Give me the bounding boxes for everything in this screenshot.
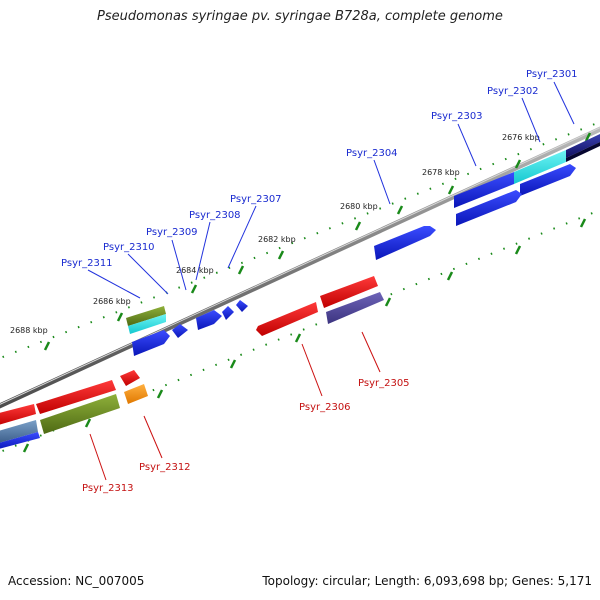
tick-label: 2688 kbp	[10, 326, 48, 335]
gene-Psyr_2308[interactable]	[222, 306, 234, 320]
gene-label-Psyr_2304[interactable]: Psyr_2304	[346, 148, 398, 159]
gene-Psyr_2306[interactable]	[256, 302, 318, 336]
gene-label-Psyr_2311[interactable]: Psyr_2311	[61, 258, 113, 269]
backbone	[0, 126, 600, 409]
gene-Psyr_2309[interactable]	[196, 310, 222, 330]
gene-label-Psyr_2306[interactable]: Psyr_2306	[299, 402, 351, 413]
tick-label: 2686 kbp	[93, 297, 131, 306]
major-ticks-lower	[22, 218, 587, 453]
leader-lines-forward	[87, 81, 575, 299]
gene-label-Psyr_2309[interactable]: Psyr_2309	[146, 227, 198, 238]
gene-Psyr_2311[interactable]	[126, 306, 170, 356]
gene-Psyr_2313[interactable]	[0, 380, 120, 450]
gene-Psyr_2305[interactable]	[320, 276, 384, 324]
gene-Psyr_2310[interactable]	[172, 324, 188, 338]
tick-track-upper	[0, 121, 600, 360]
tick-label: 2684 kbp	[176, 266, 214, 275]
gene-Psyr_2301[interactable]	[566, 134, 600, 162]
gene-label-Psyr_2307[interactable]: Psyr_2307	[230, 194, 282, 205]
gene-Psyr_2304[interactable]	[374, 226, 436, 260]
gene-Psyr_2303[interactable]	[454, 164, 576, 226]
tick-label: 2676 kbp	[502, 133, 540, 142]
gene-label-Psyr_2303[interactable]: Psyr_2303	[431, 111, 483, 122]
gene-Psyr_2312[interactable]	[120, 370, 148, 404]
gene-label-Psyr_2308[interactable]: Psyr_2308	[189, 210, 241, 221]
gene-label-Psyr_2312[interactable]: Psyr_2312	[139, 462, 191, 473]
gene-Psyr_2302[interactable]	[514, 150, 566, 184]
gene-label-Psyr_2305[interactable]: Psyr_2305	[358, 378, 410, 389]
gene-label-Psyr_2310[interactable]: Psyr_2310	[103, 242, 155, 253]
leader-lines-reverse	[89, 331, 381, 481]
tick-label: 2682 kbp	[258, 235, 296, 244]
accession-text: Accession: NC_007005	[8, 574, 145, 588]
gene-label-Psyr_2301[interactable]: Psyr_2301	[526, 69, 578, 80]
tick-label: 2680 kbp	[340, 202, 378, 211]
gene-label-Psyr_2302[interactable]: Psyr_2302	[487, 86, 539, 97]
tick-label: 2678 kbp	[422, 168, 460, 177]
genome-summary-text: Topology: circular; Length: 6,093,698 bp…	[262, 574, 592, 588]
gene-label-Psyr_2313[interactable]: Psyr_2313	[82, 483, 134, 494]
major-ticks-upper	[43, 132, 592, 351]
map-title: Pseudomonas syringae pv. syringae B728a,…	[97, 9, 503, 24]
gene-Psyr_2307[interactable]	[236, 300, 248, 312]
